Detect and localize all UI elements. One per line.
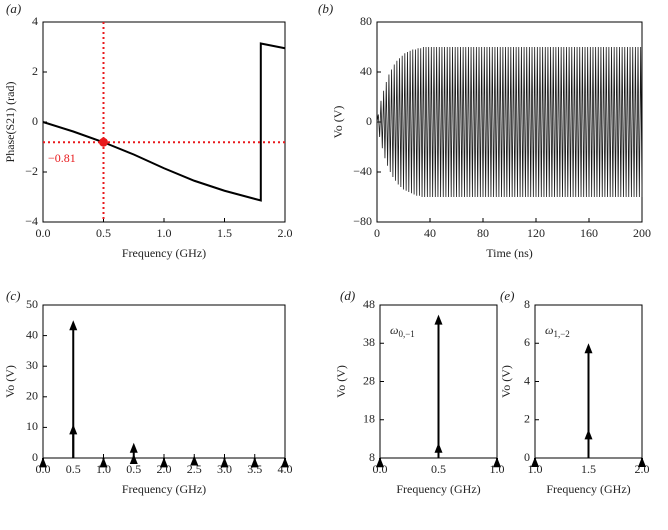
x-tick-label: 0 bbox=[374, 226, 380, 240]
data-line bbox=[42, 42, 286, 202]
annotation-symbol: ω bbox=[545, 323, 553, 337]
x-axis-label: Frequency (GHz) bbox=[122, 482, 206, 496]
arrow-head bbox=[99, 457, 108, 468]
y-tick-label: −80 bbox=[353, 214, 372, 228]
y-tick-label: 28 bbox=[363, 373, 375, 387]
x-tick-label: 4.0 bbox=[278, 462, 293, 476]
x-axis-label: Frequency (GHz) bbox=[122, 246, 206, 260]
y-tick-label: 50 bbox=[26, 297, 38, 311]
arrow-head bbox=[129, 442, 138, 453]
y-tick-label: 38 bbox=[363, 335, 375, 349]
annotation-subscript: 0,−1 bbox=[398, 329, 414, 339]
x-tick-label: 3.0 bbox=[217, 462, 232, 476]
y-tick-label: 2 bbox=[524, 412, 530, 426]
y-tick-label: 0 bbox=[524, 450, 530, 464]
arrow-head bbox=[190, 455, 199, 466]
x-tick-label: 1.0 bbox=[96, 462, 111, 476]
x-tick-label: 80 bbox=[477, 226, 489, 240]
y-axis-label: Vo (V) bbox=[3, 365, 17, 398]
x-tick-label: 1.5 bbox=[217, 226, 232, 240]
plot-frame bbox=[42, 304, 286, 459]
y-tick-label: −4 bbox=[25, 214, 38, 228]
y-tick-label: 0 bbox=[366, 114, 372, 128]
y-axis-label: Vo (V) bbox=[499, 365, 513, 398]
y-axis-label: Vo (V) bbox=[331, 106, 345, 139]
x-tick-label: 0.5 bbox=[126, 462, 141, 476]
x-tick-label: 1.0 bbox=[528, 462, 543, 476]
panel-label: (b) bbox=[318, 1, 333, 16]
x-tick-label: 2.0 bbox=[278, 226, 293, 240]
y-tick-label: 6 bbox=[524, 335, 530, 349]
arrow-head bbox=[250, 457, 259, 468]
arrow-head bbox=[220, 457, 229, 468]
arrow-head bbox=[69, 320, 78, 331]
arrow-head bbox=[531, 457, 539, 468]
data-line bbox=[376, 46, 643, 198]
y-tick-label: −40 bbox=[353, 164, 372, 178]
panel-label: (a) bbox=[6, 1, 21, 16]
plot-frame bbox=[42, 21, 286, 223]
highlight-point bbox=[99, 137, 108, 147]
x-tick-label: 1.5 bbox=[581, 462, 596, 476]
x-tick-label: 2.0 bbox=[157, 462, 172, 476]
x-axis-label: Time (ns) bbox=[486, 246, 533, 260]
y-tick-label: 2 bbox=[32, 64, 38, 78]
y-tick-label: 8 bbox=[524, 297, 530, 311]
x-tick-label: 0.0 bbox=[36, 226, 51, 240]
x-axis-label: Frequency (GHz) bbox=[396, 482, 480, 496]
arrow-head bbox=[493, 457, 501, 468]
y-tick-label: 10 bbox=[26, 419, 38, 433]
x-tick-label: 120 bbox=[527, 226, 545, 240]
arrow-head bbox=[160, 457, 168, 468]
y-tick-label: 80 bbox=[360, 14, 372, 28]
x-tick-label: 160 bbox=[580, 226, 598, 240]
x-tick-label: 0.5 bbox=[431, 462, 446, 476]
y-tick-label: 20 bbox=[26, 389, 38, 403]
highlight-label: −0.81 bbox=[48, 151, 76, 165]
y-tick-label: 48 bbox=[363, 297, 375, 311]
x-tick-label: 0.0 bbox=[373, 462, 388, 476]
y-tick-label: 4 bbox=[32, 14, 38, 28]
y-tick-label: 4 bbox=[524, 373, 530, 387]
y-tick-label: 18 bbox=[363, 412, 375, 426]
annotation: ω0,−1 bbox=[390, 323, 415, 339]
arrow-head bbox=[638, 457, 646, 468]
x-tick-label: 0.5 bbox=[66, 462, 81, 476]
y-tick-label: 0 bbox=[32, 450, 38, 464]
y-axis-label: Phase(S21) (rad) bbox=[3, 82, 17, 163]
x-tick-label: 0.0 bbox=[36, 462, 51, 476]
x-tick-label: 0.5 bbox=[96, 226, 111, 240]
arrow-head bbox=[69, 424, 78, 435]
panel-label: (d) bbox=[340, 288, 355, 303]
y-tick-label: 8 bbox=[369, 450, 375, 464]
arrow-head bbox=[376, 457, 384, 468]
arrow-head bbox=[434, 314, 443, 325]
y-tick-label: 40 bbox=[360, 64, 372, 78]
annotation-symbol: ω bbox=[390, 323, 398, 337]
x-tick-label: 2.0 bbox=[635, 462, 650, 476]
x-tick-label: 1.0 bbox=[157, 226, 172, 240]
y-tick-label: 30 bbox=[26, 358, 38, 372]
y-tick-label: 40 bbox=[26, 327, 38, 341]
panel-label: (c) bbox=[6, 288, 20, 303]
panel-label: (e) bbox=[500, 288, 514, 303]
annotation-subscript: 1,−2 bbox=[553, 329, 569, 339]
y-tick-label: 0 bbox=[32, 114, 38, 128]
x-tick-label: 40 bbox=[424, 226, 436, 240]
arrow-head bbox=[434, 442, 443, 453]
arrow-head bbox=[129, 454, 138, 465]
y-tick-label: −2 bbox=[25, 164, 38, 178]
arrow-head bbox=[584, 343, 593, 354]
annotation: ω1,−2 bbox=[545, 323, 570, 339]
x-tick-label: 3.5 bbox=[247, 462, 262, 476]
x-tick-label: 1.0 bbox=[490, 462, 505, 476]
y-axis-label: Vo (V) bbox=[334, 365, 348, 398]
arrow-head bbox=[39, 457, 47, 468]
arrow-head bbox=[281, 457, 289, 468]
x-tick-label: 200 bbox=[633, 226, 651, 240]
x-axis-label: Frequency (GHz) bbox=[546, 482, 630, 496]
arrow-head bbox=[584, 429, 593, 440]
